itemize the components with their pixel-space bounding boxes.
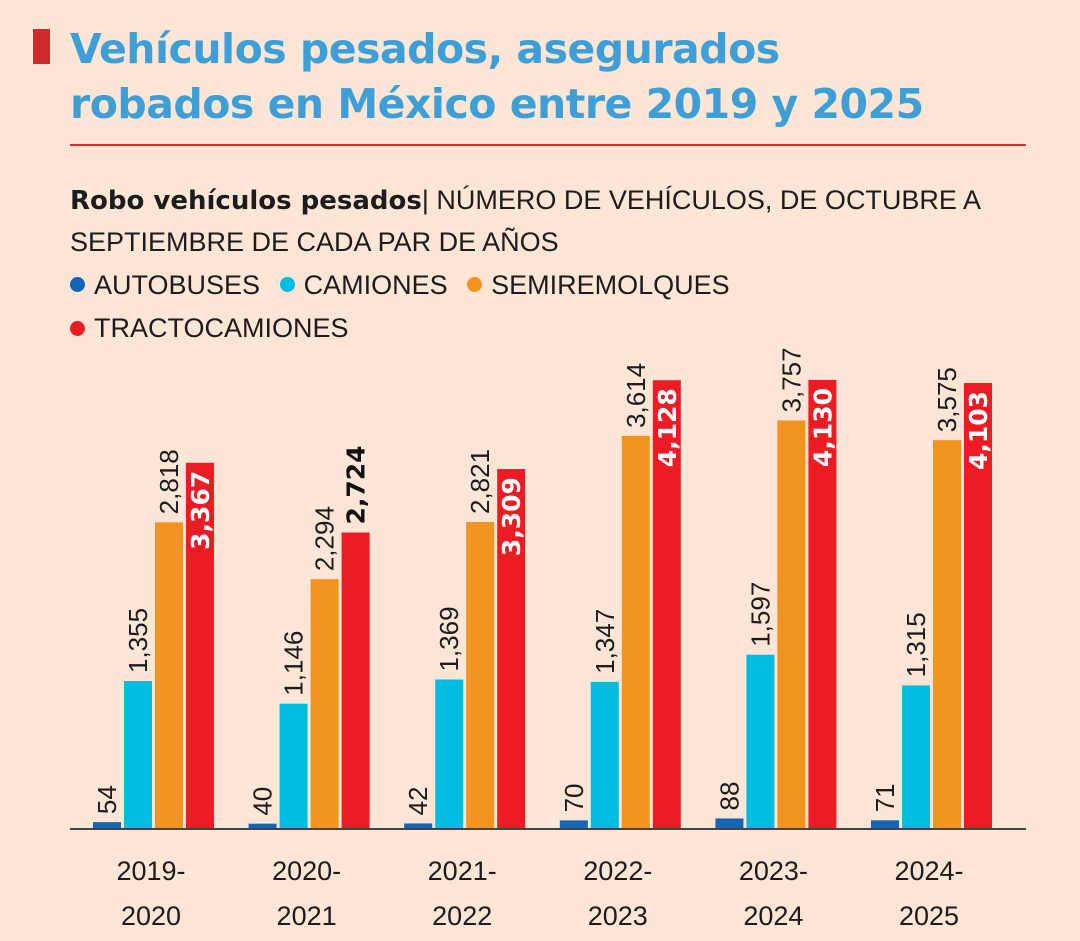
bar-autobuses-2 (404, 823, 433, 828)
value-label-autobuses-0: 54 (92, 785, 122, 814)
x-tick-label-3-0: 2022- (583, 856, 652, 886)
legend-label-semiremolques: SEMIREMOLQUES (491, 269, 730, 300)
value-label-tractocamiones-4: 4,130 (808, 388, 837, 467)
bar-group-2021-2022: 42 1,369 2,821 3,309 (403, 449, 526, 828)
chart-title-line-1: Vehículos pesados, asegurados (70, 25, 780, 73)
x-tick-label-4-1: 2024 (743, 901, 803, 931)
value-label-tractocamiones-3: 4,128 (653, 388, 682, 467)
bar-camiones-0 (124, 681, 152, 828)
value-label-camiones-2: 1,369 (434, 606, 464, 671)
legend-dot-tractocamiones (70, 320, 85, 336)
bar-tractocamiones-5 (964, 382, 992, 828)
legend-label-tractocamiones: TRACTOCAMIONES (94, 313, 349, 343)
x-tick-label-4-0: 2023- (739, 856, 808, 886)
bar-camiones-4 (746, 654, 775, 828)
subtitle-description: NÚMERO DE VEHÍCULOS, DE OCTUBRE A SEPTIE… (70, 185, 980, 257)
bar-camiones-1 (279, 703, 308, 828)
value-label-autobuses-4: 88 (714, 782, 744, 811)
title-divider (70, 144, 1026, 146)
value-label-tractocamiones-2: 3,309 (497, 477, 526, 556)
value-label-tractocamiones-1: 2,724 (342, 445, 371, 524)
title-accent-mark (33, 29, 50, 64)
bar-camiones-5 (902, 685, 930, 828)
subtitle-bold: Robo vehículos pesados (70, 186, 422, 216)
legend: AUTOBUSES CAMIONES SEMIREMOLQUES TRACTOC… (70, 262, 1030, 349)
bar-semiremolques-3 (621, 435, 650, 828)
subtitle-separator: | (421, 185, 429, 215)
bar-autobuses-1 (248, 823, 277, 828)
bar-semiremolques-1 (310, 579, 339, 828)
x-tick-label-2-1: 2022 (432, 901, 492, 931)
value-label-camiones-5: 1,315 (901, 612, 931, 677)
value-label-semiremolques-1: 2,294 (310, 506, 340, 571)
bar-semiremolques-4 (777, 420, 806, 828)
legend-item-tractocamiones: TRACTOCAMIONES (70, 307, 349, 349)
value-label-semiremolques-2: 2,821 (465, 449, 495, 514)
value-label-tractocamiones-5: 4,103 (964, 391, 993, 470)
bar-autobuses-5 (871, 820, 899, 828)
value-label-camiones-1: 1,146 (279, 631, 309, 696)
bar-semiremolques-2 (466, 521, 495, 828)
x-tick-label-5-1: 2025 (899, 901, 959, 931)
bar-autobuses-4 (715, 818, 744, 828)
legend-dot-semiremolques (467, 277, 483, 292)
chart-title-line-2: robados en México entre 2019 y 2025 (70, 80, 924, 128)
bar-tractocamiones-3 (652, 380, 681, 828)
value-label-semiremolques-5: 3,575 (932, 367, 962, 432)
value-label-camiones-3: 1,347 (590, 609, 620, 674)
chart-title: Vehículos pesados, asegurados robados en… (70, 22, 1060, 132)
legend-item-autobuses: AUTOBUSES (70, 264, 260, 306)
bar-group-2024-2025: 71 1,315 3,575 4,103 (870, 367, 993, 828)
bar-autobuses-0 (93, 822, 121, 828)
x-tick-label-0-0: 2019- (116, 856, 185, 886)
legend-label-autobuses: AUTOBUSES (94, 269, 261, 300)
chart-subtitle: Robo vehículos pesados| NÚMERO DE VEHÍCU… (70, 180, 1030, 263)
legend-dot-camiones (279, 277, 295, 292)
bar-semiremolques-5 (933, 440, 961, 828)
bar-autobuses-3 (559, 820, 588, 828)
bar-tractocamiones-2 (497, 469, 526, 828)
x-tick-label-5-0: 2024- (894, 856, 963, 886)
legend-dot-autobuses (70, 277, 85, 292)
value-label-autobuses-5: 71 (870, 783, 900, 812)
bar-camiones-3 (590, 681, 619, 828)
bar-group-2019-2020: 54 1,355 2,818 3,367 (92, 449, 215, 828)
value-label-autobuses-1: 40 (248, 787, 278, 816)
x-tick-label-3-1: 2023 (588, 901, 648, 931)
legend-item-semiremolques: SEMIREMOLQUES (467, 264, 730, 306)
bar-semiremolques-0 (155, 522, 183, 828)
value-label-semiremolques-0: 2,818 (154, 449, 184, 514)
value-label-camiones-4: 1,597 (745, 582, 775, 647)
bar-tractocamiones-1 (341, 532, 370, 828)
x-tick-label-0-1: 2020 (121, 901, 181, 931)
x-tick-label-2-0: 2021- (428, 856, 497, 886)
value-label-semiremolques-3: 3,614 (621, 363, 651, 428)
x-tick-label-1-1: 2021 (277, 901, 337, 931)
bar-tractocamiones-0 (186, 462, 214, 828)
x-tick-label-1-0: 2020- (272, 856, 341, 886)
bar-tractocamiones-4 (808, 380, 837, 828)
value-label-autobuses-3: 70 (559, 783, 589, 812)
value-label-camiones-0: 1,355 (123, 608, 153, 673)
bar-group-2022-2023: 70 1,347 3,614 4,128 (559, 363, 682, 828)
bar-camiones-2 (435, 679, 464, 828)
value-label-semiremolques-4: 3,757 (776, 347, 806, 412)
value-label-tractocamiones-0: 3,367 (186, 471, 215, 550)
value-label-autobuses-2: 42 (403, 787, 433, 816)
legend-label-camiones: CAMIONES (303, 269, 448, 300)
legend-item-camiones: CAMIONES (279, 264, 448, 306)
